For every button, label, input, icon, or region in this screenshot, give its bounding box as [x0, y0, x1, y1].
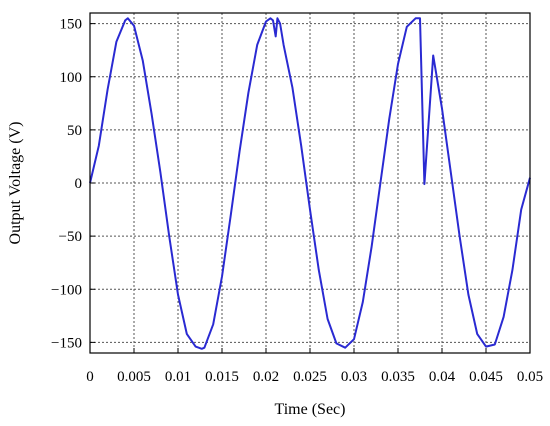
y-axis-label: Output Voltage (V): [7, 122, 24, 245]
y-tick-label: 0: [75, 176, 83, 192]
x-tick-label: 0.04: [429, 369, 456, 385]
y-tick-label: 150: [60, 17, 83, 33]
x-tick-label: 0.01: [165, 369, 191, 385]
x-tick-label: 0.045: [469, 369, 503, 385]
x-axis-ticks: 0 0.005 0.01 0.015 0.02 0.025 0.03 0.035 0.04 0.0…: [86, 348, 543, 385]
grid-lines: [89, 13, 531, 353]
x-tick-label: 0.005: [117, 369, 151, 385]
x-tick-label: 0.025: [293, 369, 327, 385]
x-tick-label: 0.035: [381, 369, 415, 385]
y-tick-label: −150: [51, 335, 82, 351]
x-tick-label: 0.02: [253, 369, 279, 385]
y-tick-label: −50: [59, 229, 82, 245]
y-tick-label: 50: [67, 123, 82, 139]
x-tick-label: 0.015: [205, 369, 239, 385]
x-tick-label: 0: [86, 369, 94, 385]
x-axis-label: Time (Sec): [275, 401, 346, 418]
y-tick-label: 100: [60, 70, 83, 86]
series-layer: [89, 17, 531, 350]
y-axis-ticks: −150 −100 −50 0 50 100 150: [51, 17, 95, 351]
voltage-series-line: [89, 17, 531, 350]
x-tick-label: 0.03: [341, 369, 367, 385]
x-tick-label: 0.05: [517, 369, 543, 385]
y-tick-label: −100: [51, 282, 82, 298]
